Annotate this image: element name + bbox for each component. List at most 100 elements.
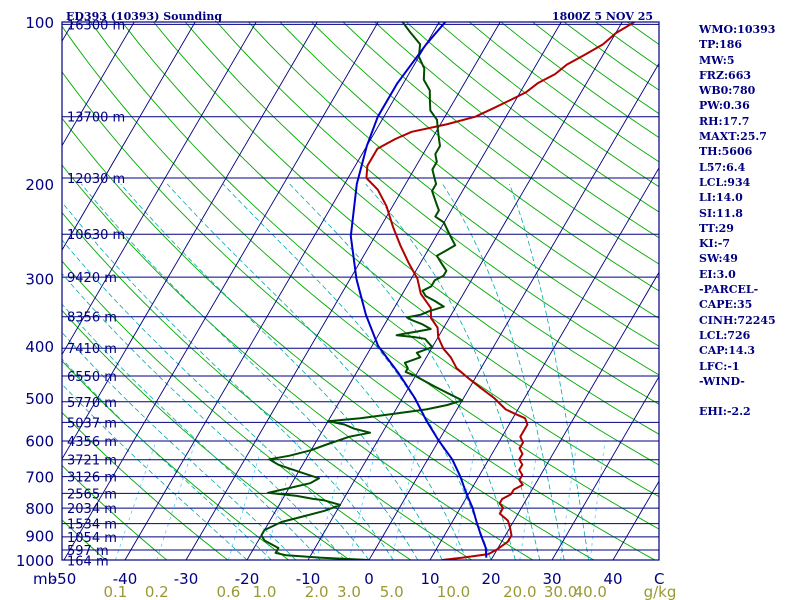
stat-line: CAPE:35 [699,298,753,312]
stat-line: PW:0.36 [699,99,750,113]
dry-adiabat [62,411,229,560]
temperature-tick-label: 40 [603,570,622,588]
dry-adiabat [342,22,659,265]
moist-adiabat [81,183,419,560]
stat-line: CAP:14.3 [699,344,756,358]
mixing-ratio-line [228,440,265,560]
height-level-label: 1534 m [67,518,117,533]
isotherm [551,375,659,560]
moist-adiabat [289,183,516,560]
stat-line: LI:14.0 [699,191,743,205]
stat-line: CINH:72245 [699,313,776,327]
mixing-ratio-line [156,440,197,560]
mixing-ratio-tick-label: 20.0 [503,583,536,600]
stat-line: -WIND- [699,374,745,388]
isotherm [368,62,659,560]
stat-line: SI:11.8 [699,206,743,220]
temperature-tick-label: 30 [542,570,561,588]
dry-adiabat [216,22,659,376]
temperature-tick-label: 10 [420,570,439,588]
isotherm [490,271,659,560]
isotherm [63,22,379,560]
stat-line: TP:186 [699,38,743,52]
height-level-label: 2565 m [67,487,117,502]
mixing-ratio-tick-label: 40.0 [574,583,607,600]
mixing-ratio-tick-label: 5.0 [380,583,404,600]
dry-adiabat [279,22,659,319]
pressure-tick-label: 200 [25,176,54,194]
mixing-ratio-unit: g/kg [644,583,677,600]
moist-adiabat [509,183,589,560]
dry-adiabat [62,211,473,560]
height-level-label: 13700 m [67,111,125,126]
mixing-ratio-line [115,440,157,560]
pressure-tick-label: 800 [25,500,54,518]
isotherm [62,22,196,251]
stat-line: RH:17.7 [699,114,750,128]
dry-adiabat [248,22,659,347]
temperature-tick-label: -50 [52,570,77,588]
height-level-label: 5770 m [67,396,117,411]
mixing-ratio-tick-label: 3.0 [337,583,361,600]
stat-line: L57:6.4 [699,160,746,174]
height-level-label: 4356 m [67,435,117,450]
plot-area [62,22,659,560]
stat-line: EI:3.0 [699,267,736,281]
height-level-label: 1054 m [67,531,117,546]
dewpoint-line [260,22,464,560]
height-level-label: 3126 m [67,471,117,486]
height-level-label: 164 m [67,554,109,569]
isotherm [246,22,562,560]
pressure-tick-label: 500 [25,390,54,408]
dry-adiabat [62,519,107,560]
temperature-line [365,22,635,560]
sounding-title: ED393 (10393) Sounding [66,10,222,23]
dry-adiabat [62,360,290,560]
isotherm [185,22,501,560]
moist-adiabat [62,358,272,560]
stat-line: KI:-7 [699,237,730,251]
mixing-ratio-tick-label: 0.1 [103,583,127,600]
stat-line: SW:49 [699,252,738,266]
dry-adiabat [311,22,659,292]
moist-adiabat [120,183,443,560]
pressure-tick-label: 700 [25,469,54,487]
height-level-label: 9420 m [67,271,117,286]
stat-line: LCL:934 [699,175,751,189]
height-level-label: 5037 m [67,416,117,431]
moist-adiabat [62,272,345,560]
mixing-ratio-tick-label: 10.0 [437,583,470,600]
pressure-tick-label: 600 [25,433,54,451]
mixing-ratio-tick-label: 0.2 [145,583,169,600]
stat-line: TH:5606 [699,145,753,159]
stat-line: LFC:-1 [699,359,740,373]
height-level-label: 597 m [67,544,109,559]
height-level-label: 3721 m [67,454,117,469]
dry-adiabat [121,22,659,466]
dry-adiabat [62,117,595,560]
pressure-tick-label: 900 [25,527,54,545]
isotherm [307,22,623,560]
moist-adiabat [166,183,467,560]
plot-frame [61,21,660,561]
temperature-tick-label: -40 [113,570,138,588]
dry-adiabat [62,71,656,560]
dry-adiabat [184,22,659,405]
dry-adiabat [62,464,168,560]
stat-line: TT:29 [699,221,734,235]
isotherm [62,22,135,147]
dry-adiabat [62,260,412,560]
dry-adiabat [62,164,534,560]
temperature-tick-label: 0 [364,570,374,588]
mixing-ratio-line [453,440,478,560]
mixing-ratio-tick-label: 2.0 [305,583,329,600]
height-level-label: 8356 m [67,311,117,326]
stat-line: WMO:10393 [699,23,776,36]
x-axis-label: C [654,570,664,588]
parcel-line [349,22,488,558]
height-level-label: 12030 m [67,172,125,187]
mixing-ratio-tick-label: 1.0 [253,583,277,600]
pressure-tick-label: 100 [25,14,54,32]
